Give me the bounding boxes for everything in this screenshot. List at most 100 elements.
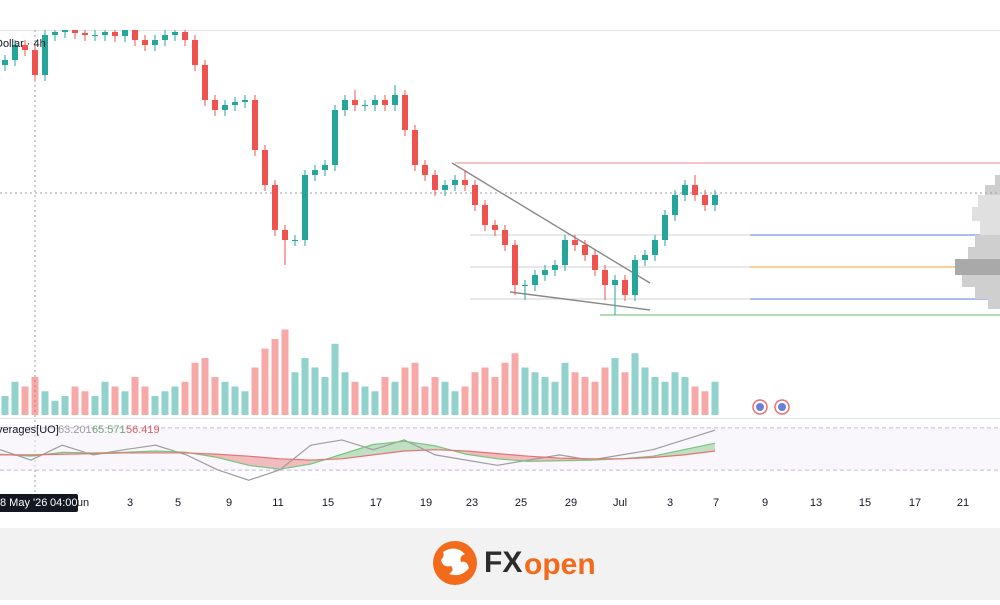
volume-bar bbox=[671, 372, 679, 415]
x-tick-label: 9 bbox=[226, 497, 232, 509]
candle-body bbox=[622, 280, 628, 295]
candle-body bbox=[692, 185, 698, 195]
volume-bar bbox=[421, 386, 429, 415]
candle-body bbox=[92, 35, 98, 36]
candle-body bbox=[482, 205, 488, 225]
candle-body bbox=[652, 240, 658, 255]
candle-body bbox=[272, 185, 278, 230]
volume-bar bbox=[131, 377, 139, 415]
candle-body bbox=[282, 230, 288, 240]
volume-bar bbox=[591, 381, 599, 415]
volume-bar bbox=[541, 377, 549, 415]
candle-body bbox=[182, 32, 188, 40]
candle-body bbox=[452, 180, 458, 185]
volume-bar bbox=[681, 377, 689, 415]
oscillator-fill bbox=[528, 456, 560, 462]
volume-bar bbox=[471, 372, 479, 415]
drawings bbox=[451, 162, 1000, 316]
oscillator-fill bbox=[683, 443, 715, 455]
volume-bar bbox=[521, 367, 529, 415]
candle-body bbox=[202, 65, 208, 100]
volume-bar bbox=[321, 377, 329, 415]
candle-body bbox=[292, 240, 298, 241]
volume-bar bbox=[1, 396, 9, 415]
volume-bar bbox=[501, 362, 509, 415]
candle-body bbox=[2, 60, 8, 65]
candle-body bbox=[382, 100, 388, 105]
candle-body bbox=[232, 102, 238, 105]
volume-bar bbox=[461, 386, 469, 415]
volume-bar bbox=[251, 367, 259, 415]
candle-body bbox=[262, 150, 268, 185]
candle-body bbox=[502, 230, 508, 245]
candle-body bbox=[432, 175, 438, 190]
logo: FX open bbox=[433, 541, 596, 585]
candle-body bbox=[132, 30, 138, 40]
volume-bar bbox=[491, 377, 499, 415]
volume-bar bbox=[241, 391, 249, 415]
candle-body bbox=[142, 40, 148, 45]
candle-body bbox=[252, 100, 258, 150]
x-tick-label: 17 bbox=[370, 497, 382, 509]
candle-body bbox=[372, 100, 378, 105]
x-tick-label: 13 bbox=[810, 497, 822, 509]
candle-body bbox=[532, 275, 538, 285]
candle-body bbox=[562, 240, 568, 265]
volume-bar bbox=[411, 362, 419, 415]
volume-bar bbox=[531, 372, 539, 415]
volume-bar bbox=[361, 386, 369, 415]
volume-bar bbox=[611, 358, 619, 415]
x-tick-label: un bbox=[77, 497, 89, 509]
volume-bar bbox=[311, 367, 319, 415]
volume-bar bbox=[561, 362, 569, 415]
volume-bar bbox=[31, 377, 39, 415]
volume-bar bbox=[381, 377, 389, 415]
volume-bar bbox=[211, 377, 219, 415]
crosshair-date: 8 May '26 bbox=[0, 497, 47, 509]
volume-bar bbox=[181, 381, 189, 415]
candle-body bbox=[42, 35, 48, 75]
volume-bar bbox=[691, 386, 699, 415]
volume-bar bbox=[11, 381, 19, 415]
candle-body bbox=[102, 32, 108, 35]
volume-bar bbox=[571, 372, 579, 415]
candle-body bbox=[632, 260, 638, 295]
candle-body bbox=[72, 30, 78, 33]
candle-body bbox=[412, 130, 418, 165]
x-tick-label: 15 bbox=[859, 497, 871, 509]
candle-body bbox=[682, 185, 688, 195]
candle-body bbox=[192, 40, 198, 65]
x-axis: un 3 5 9 11 15 17 19 23 25 29 Jul 3 7 9 13 15 17 21 bbox=[77, 497, 969, 509]
x-tick-label: 3 bbox=[667, 497, 673, 509]
volume-bar bbox=[391, 381, 399, 415]
volume-bar bbox=[91, 396, 99, 415]
candle-body bbox=[402, 95, 408, 130]
volume-bar bbox=[341, 372, 349, 415]
oscillator-fill bbox=[279, 458, 311, 470]
candle-body bbox=[662, 215, 668, 240]
candle-body bbox=[82, 33, 88, 35]
candle-body bbox=[172, 32, 178, 35]
volume-bar bbox=[431, 377, 439, 415]
indicator-readout: 56.419 bbox=[126, 424, 160, 436]
candle-body bbox=[152, 40, 158, 45]
candle-body bbox=[362, 105, 368, 106]
oscillator bbox=[0, 429, 716, 481]
volume-bar bbox=[601, 367, 609, 415]
flags bbox=[752, 399, 790, 415]
volume-bar bbox=[651, 377, 659, 415]
volume-bar bbox=[41, 391, 49, 415]
volume-bar bbox=[21, 386, 29, 415]
volume-bar bbox=[401, 367, 409, 415]
oscillator-fill bbox=[341, 444, 374, 459]
x-tick-label: 25 bbox=[515, 497, 527, 509]
candle-body bbox=[162, 35, 168, 40]
candle-body bbox=[342, 100, 348, 110]
volume-bar bbox=[201, 358, 209, 415]
x-tick-label: 7 bbox=[713, 497, 719, 509]
volume-bar bbox=[141, 386, 149, 415]
volume-bar bbox=[51, 400, 59, 415]
candle-body bbox=[582, 245, 588, 255]
volume-bar bbox=[641, 367, 649, 415]
